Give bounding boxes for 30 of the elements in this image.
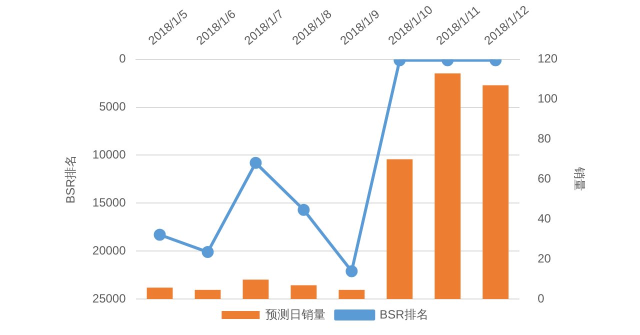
y-tick-label: 15000 xyxy=(92,195,126,210)
y2-tick-label: 120 xyxy=(538,52,558,66)
legend-label: BSR排名 xyxy=(380,307,428,322)
bar xyxy=(434,73,461,299)
bar xyxy=(146,288,173,299)
bar xyxy=(338,290,365,299)
point xyxy=(250,156,262,169)
bar xyxy=(386,159,413,299)
bar xyxy=(194,290,221,299)
y-axis-title: BSR排名 xyxy=(64,154,78,204)
bar xyxy=(290,285,317,299)
y-tick-label: 25000 xyxy=(92,291,126,306)
y2-axis-title: 销量 xyxy=(572,166,586,192)
bar xyxy=(482,85,509,299)
y-tick-label: 10000 xyxy=(92,148,126,162)
y-tick-label: 20000 xyxy=(92,243,126,258)
legend-label: 预测日销量 xyxy=(266,307,326,322)
point xyxy=(154,228,166,241)
y2-tick-label: 40 xyxy=(538,211,552,226)
y-tick-label: 0 xyxy=(119,52,126,66)
point xyxy=(346,265,358,278)
bar xyxy=(242,280,269,299)
y2-tick-label: 0 xyxy=(538,291,545,306)
y-tick-label: 5000 xyxy=(99,100,126,114)
y2-tick-label: 100 xyxy=(538,92,558,106)
y2-tick-label: 60 xyxy=(538,171,552,186)
y2-tick-label: 20 xyxy=(538,251,552,266)
point xyxy=(202,246,214,258)
point xyxy=(298,204,310,216)
y2-tick-label: 80 xyxy=(538,132,552,146)
